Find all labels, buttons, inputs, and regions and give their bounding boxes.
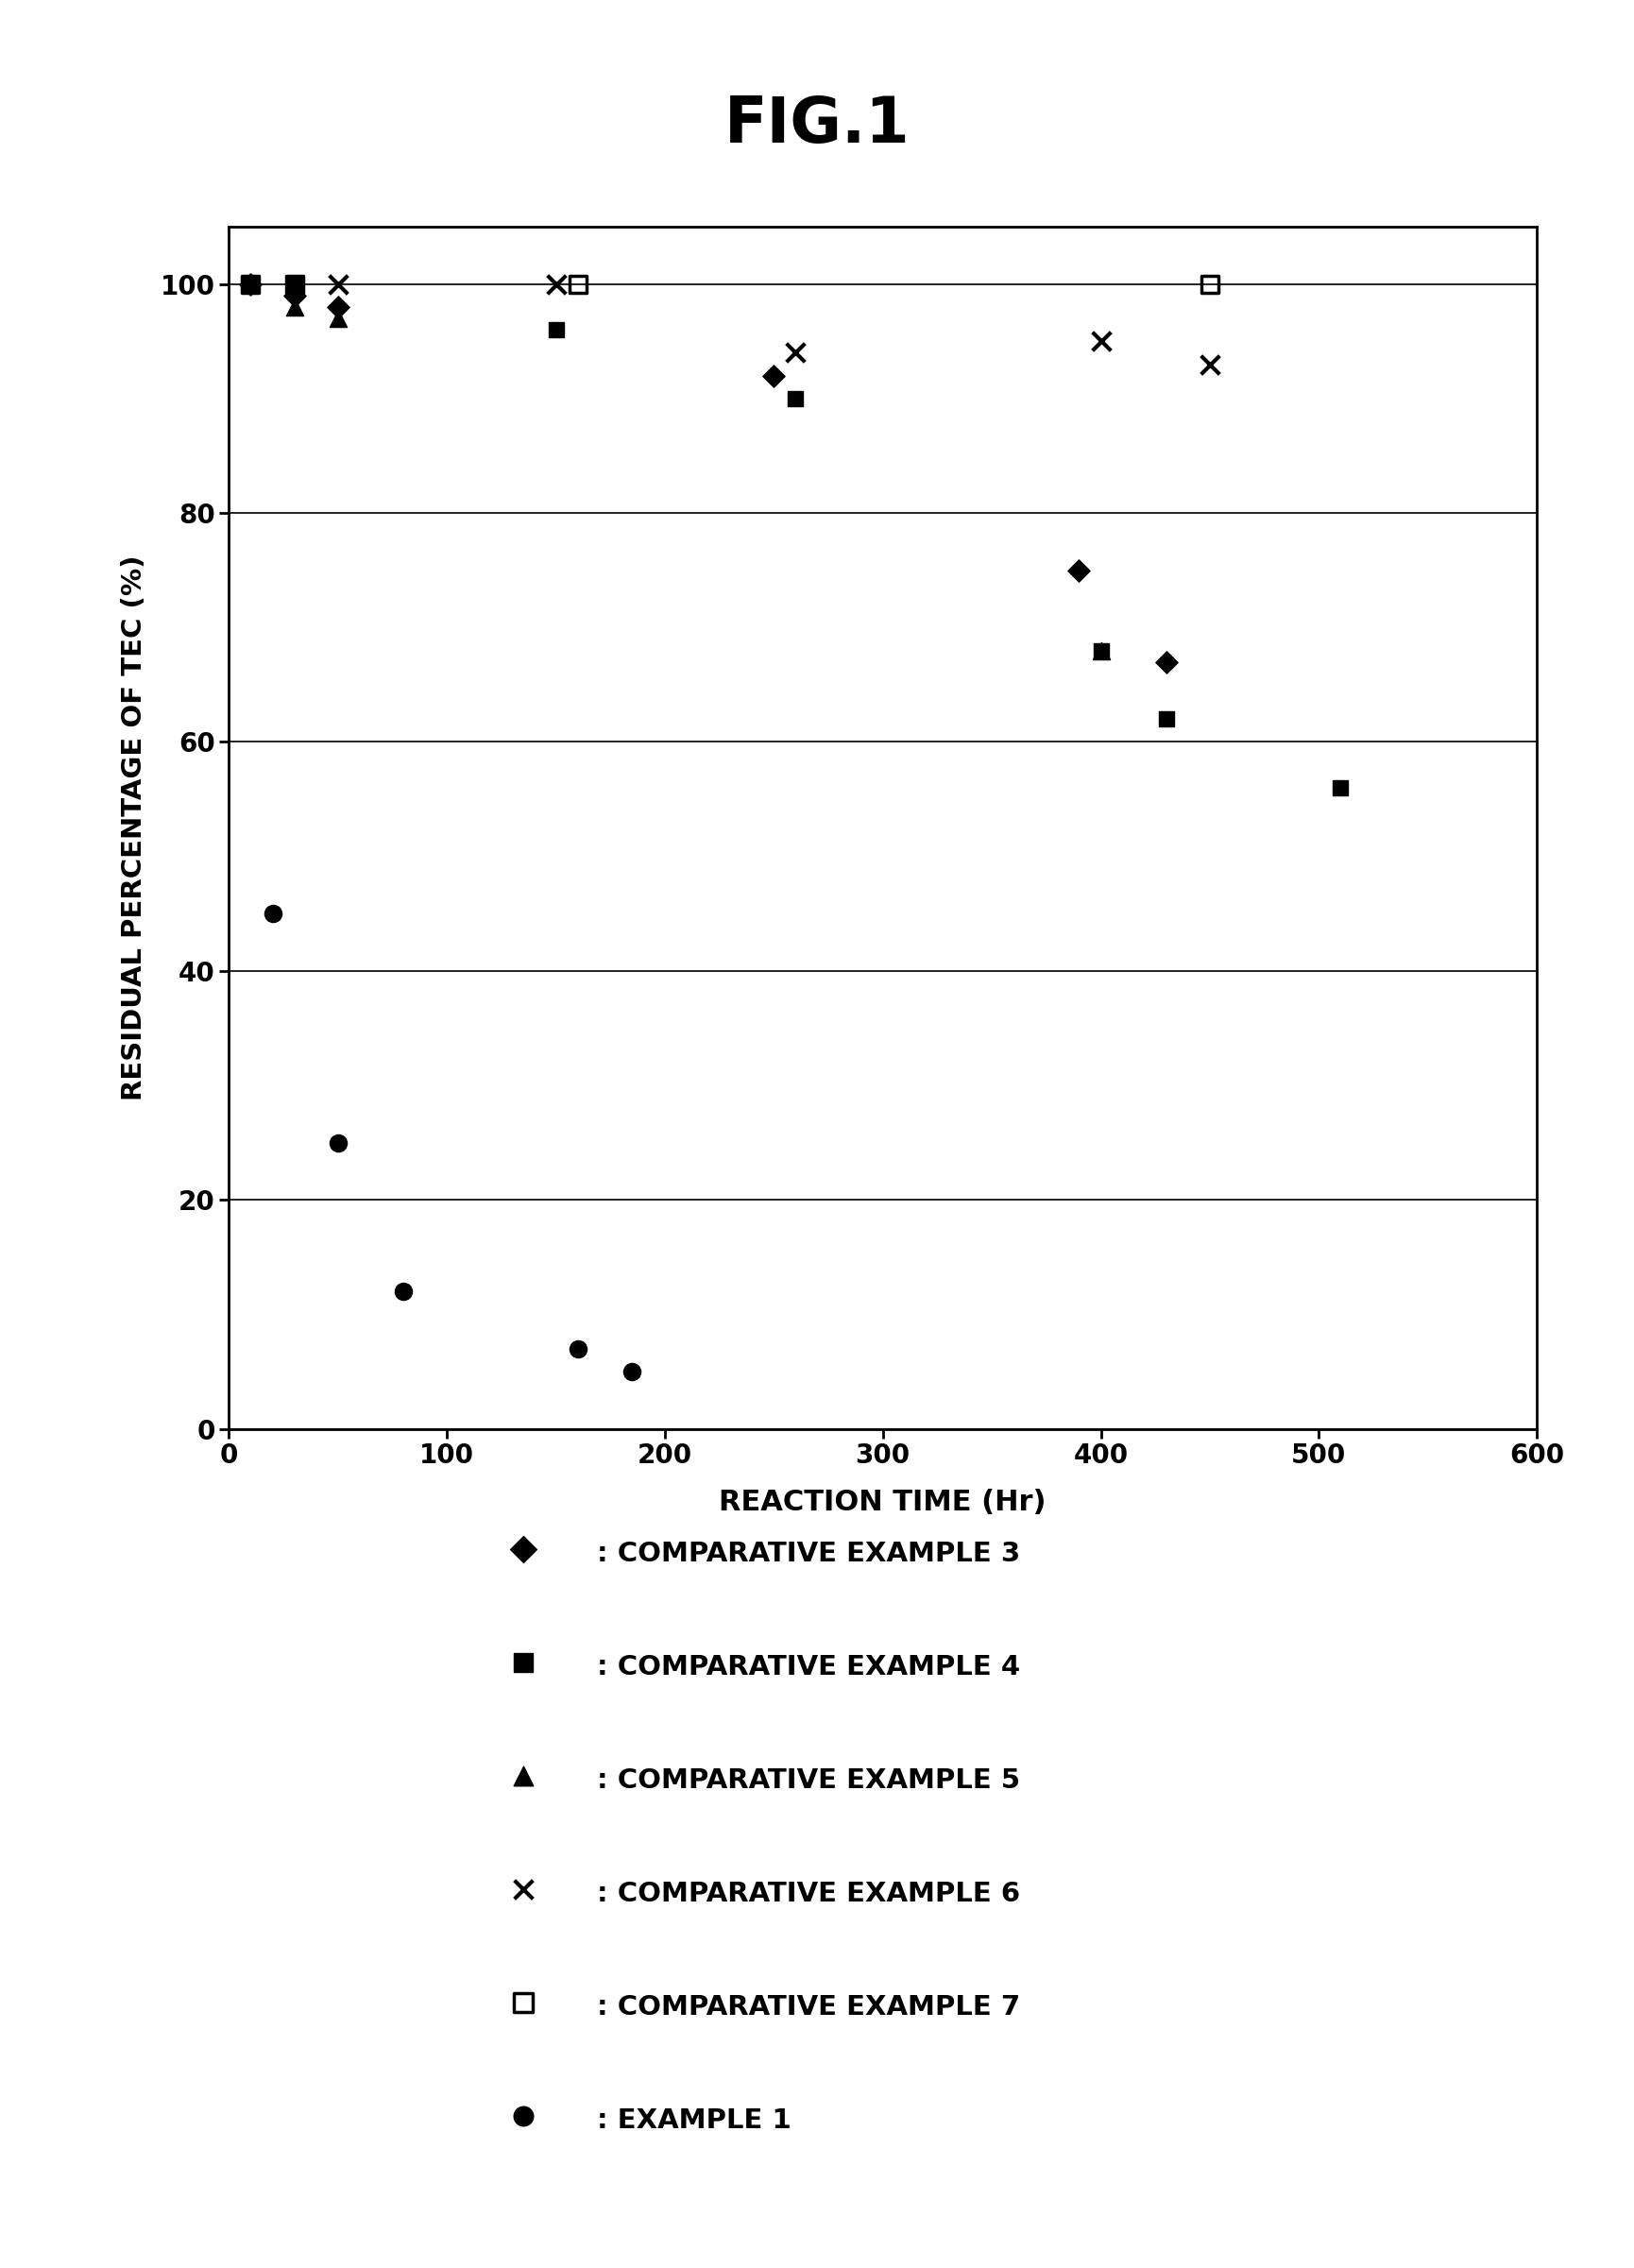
Point [260,896,286,932]
Text: FIG.1: FIG.1 [724,93,910,156]
Point [237,265,263,302]
Point [783,336,809,372]
Text: : COMPARATIVE EXAMPLE 3: : COMPARATIVE EXAMPLE 3 [596,1540,1020,1567]
Point [325,299,351,336]
Point [510,1871,536,1907]
Point [281,277,307,313]
Point [1087,322,1113,358]
Point [1087,633,1113,669]
Point [325,1125,351,1161]
Point [619,1354,645,1390]
Point [510,1644,536,1681]
Point [281,265,307,302]
Point [542,265,569,302]
Point [237,265,263,302]
Text: : COMPARATIVE EXAMPLE 4: : COMPARATIVE EXAMPLE 4 [596,1653,1020,1681]
Point [1196,347,1222,383]
Point [325,288,351,324]
Point [237,265,263,302]
Point [510,1984,536,2021]
Point [510,1758,536,1794]
Point [510,1531,536,1567]
X-axis label: REACTION TIME (Hr): REACTION TIME (Hr) [719,1488,1046,1515]
Text: : EXAMPLE 1: : EXAMPLE 1 [596,2107,791,2134]
Point [281,265,307,302]
Point [325,265,351,302]
Y-axis label: RESIDUAL PERCENTAGE OF TEC (%): RESIDUAL PERCENTAGE OF TEC (%) [121,556,147,1100]
Point [783,381,809,417]
Point [760,358,786,395]
Point [1327,769,1353,805]
Text: : COMPARATIVE EXAMPLE 5: : COMPARATIVE EXAMPLE 5 [596,1767,1020,1794]
Point [391,1272,417,1309]
Point [1087,633,1113,669]
Point [510,2098,536,2134]
Point [1065,551,1092,587]
Point [1152,644,1178,680]
Point [1152,701,1178,737]
Point [237,265,263,302]
Point [542,311,569,347]
Text: : COMPARATIVE EXAMPLE 7: : COMPARATIVE EXAMPLE 7 [596,1994,1020,2021]
Point [1196,265,1222,302]
Text: : COMPARATIVE EXAMPLE 6: : COMPARATIVE EXAMPLE 6 [596,1880,1020,1907]
Point [564,1331,590,1368]
Point [564,265,590,302]
Point [281,288,307,324]
